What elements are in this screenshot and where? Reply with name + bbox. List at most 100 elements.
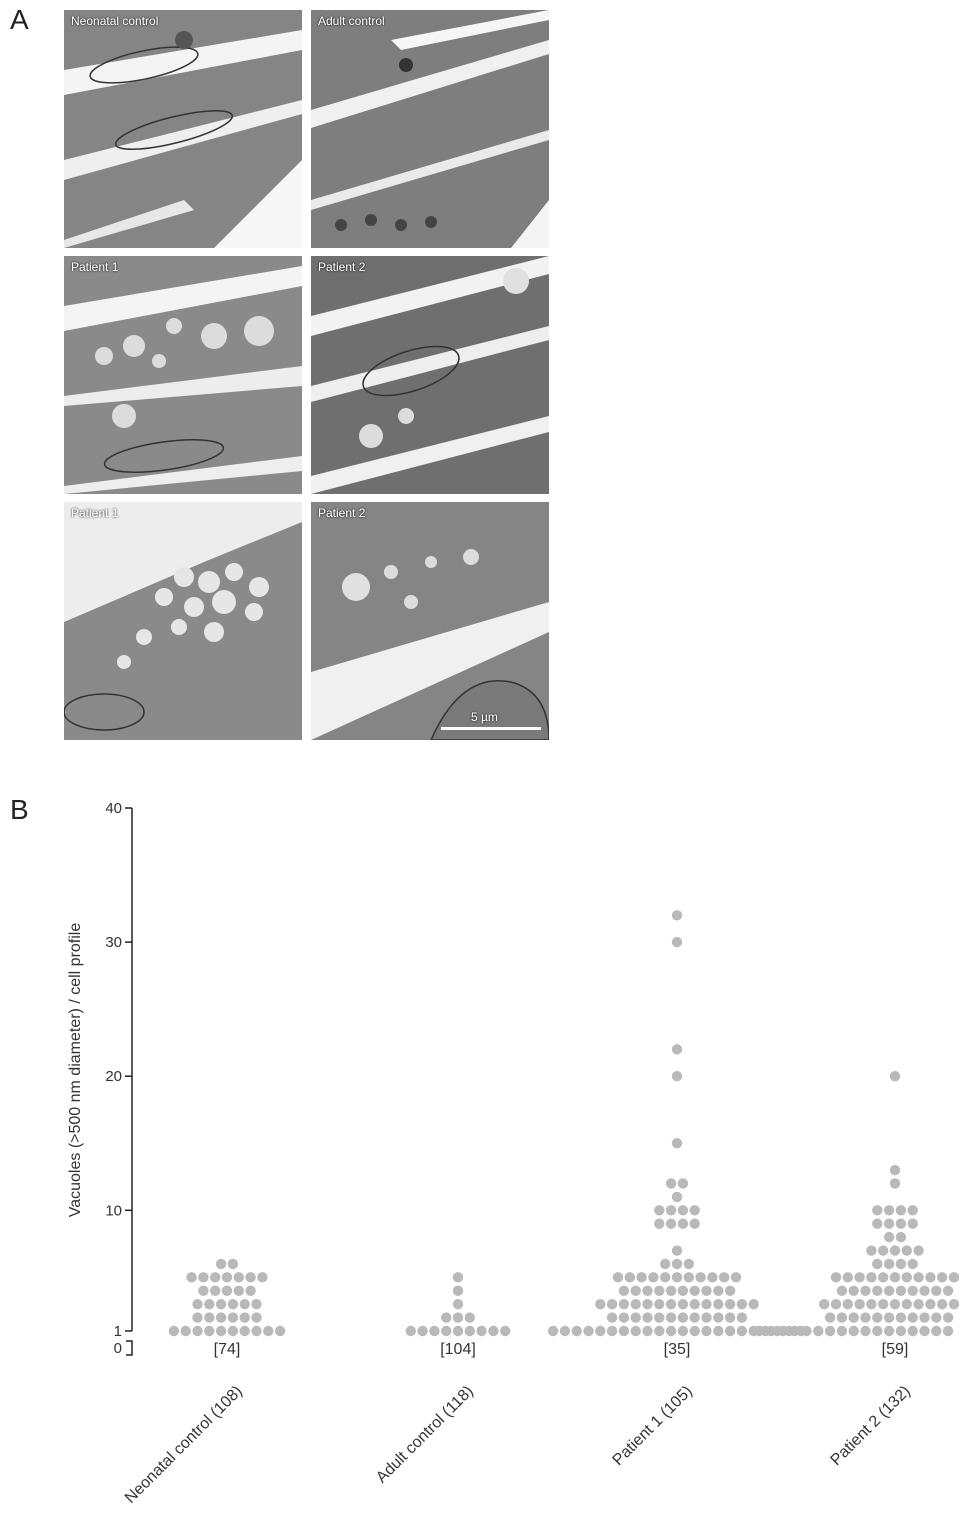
data-point xyxy=(671,936,683,948)
data-point xyxy=(895,1205,907,1216)
data-point xyxy=(665,1325,677,1337)
data-point xyxy=(227,1298,239,1310)
data-point xyxy=(836,1325,848,1337)
data-point xyxy=(624,1272,635,1283)
data-point xyxy=(464,1312,475,1323)
data-point xyxy=(713,1325,724,1337)
data-point xyxy=(848,1312,859,1323)
data-point xyxy=(630,1298,641,1310)
data-point xyxy=(654,1218,665,1229)
data-point xyxy=(192,1298,203,1310)
data-point xyxy=(464,1325,475,1337)
y-tick-label: 1 xyxy=(114,1323,122,1340)
data-point xyxy=(677,1218,689,1229)
data-point xyxy=(671,1138,683,1149)
scale-bar-label: 5 µm xyxy=(471,710,498,724)
data-point xyxy=(671,1272,683,1283)
micrograph-label: Patient 2 xyxy=(318,506,366,520)
data-point xyxy=(677,1285,689,1296)
data-point xyxy=(689,1298,700,1310)
data-point xyxy=(441,1325,452,1337)
data-point xyxy=(907,1285,918,1296)
data-point xyxy=(488,1325,499,1337)
data-point xyxy=(907,1205,918,1216)
data-point xyxy=(883,1205,895,1216)
data-point xyxy=(210,1285,221,1296)
data-point xyxy=(907,1258,918,1270)
data-point xyxy=(665,1312,677,1323)
data-point xyxy=(221,1272,233,1283)
data-point xyxy=(913,1298,924,1310)
data-point xyxy=(689,1312,700,1323)
data-point xyxy=(878,1272,889,1283)
data-point xyxy=(901,1298,912,1310)
data-point xyxy=(931,1312,942,1323)
data-point xyxy=(854,1272,865,1283)
y-axis-label: Vacuoles (>500 nm diameter) / cell profi… xyxy=(67,923,84,1218)
data-point xyxy=(866,1272,877,1283)
data-point xyxy=(889,1245,901,1256)
data-point xyxy=(665,1298,677,1310)
data-point xyxy=(701,1285,712,1296)
data-point xyxy=(907,1325,918,1337)
data-point xyxy=(878,1298,889,1310)
data-point xyxy=(872,1285,883,1296)
data-point xyxy=(665,1205,677,1216)
data-point xyxy=(724,1298,736,1310)
panel-a-letter: A xyxy=(10,4,29,35)
data-point xyxy=(618,1325,630,1337)
y-axis xyxy=(126,808,133,1356)
data-point xyxy=(245,1285,256,1296)
data-point xyxy=(860,1325,871,1337)
y-tick-label: 20 xyxy=(105,1068,122,1085)
data-point xyxy=(654,1325,665,1337)
data-point xyxy=(441,1312,452,1323)
vacuole-dot-plot: 01 10 20 30 40 [74] [104] [35] [59] Neonatal co… xyxy=(67,800,960,1507)
data-point xyxy=(671,910,683,921)
data-point xyxy=(913,1245,924,1256)
data-point xyxy=(907,1218,918,1229)
category-label: Patient 1 (105) xyxy=(610,1383,696,1469)
data-point xyxy=(830,1298,842,1310)
scale-bar xyxy=(441,727,541,730)
data-point xyxy=(836,1285,848,1296)
data-point xyxy=(476,1325,487,1337)
data-point xyxy=(215,1312,227,1323)
data-point xyxy=(215,1298,227,1310)
data-point xyxy=(872,1312,883,1323)
data-point xyxy=(813,1325,824,1337)
data-point xyxy=(198,1272,209,1283)
data-point xyxy=(824,1325,836,1337)
data-point xyxy=(186,1272,197,1283)
data-points xyxy=(168,910,960,1337)
zero-count-label: [59] xyxy=(882,1341,909,1358)
y-tick-label: 30 xyxy=(105,934,122,951)
data-point xyxy=(233,1272,244,1283)
panel-b-letter: B xyxy=(10,794,29,825)
data-point xyxy=(765,1325,777,1337)
data-point xyxy=(748,1298,759,1310)
data-point xyxy=(251,1312,262,1323)
data-point xyxy=(736,1298,748,1310)
data-point xyxy=(665,1178,677,1189)
data-point xyxy=(221,1285,233,1296)
data-point xyxy=(654,1205,665,1216)
y-tick-label: 0 xyxy=(114,1340,122,1357)
data-point xyxy=(180,1325,191,1337)
data-point xyxy=(689,1285,700,1296)
data-point xyxy=(724,1285,736,1296)
data-point xyxy=(942,1312,954,1323)
data-point xyxy=(942,1325,954,1337)
data-point xyxy=(452,1325,464,1337)
data-point xyxy=(677,1178,689,1189)
data-point xyxy=(754,1325,765,1337)
micrograph-label: Patient 1 xyxy=(71,506,119,520)
data-point xyxy=(719,1272,730,1283)
data-point xyxy=(883,1312,895,1323)
data-point xyxy=(665,1218,677,1229)
data-point xyxy=(215,1258,227,1270)
micrograph-patient-1-a: Patient 1 xyxy=(64,256,302,494)
data-point xyxy=(405,1325,416,1337)
data-point xyxy=(713,1285,724,1296)
data-point xyxy=(660,1272,671,1283)
